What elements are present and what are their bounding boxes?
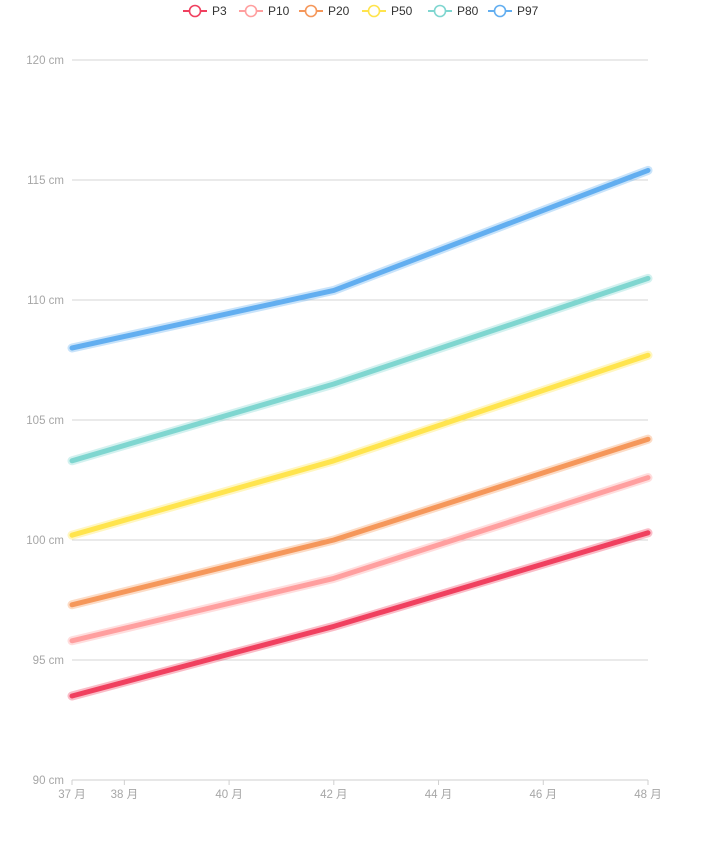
y-tick-label: 120 cm [26,55,64,67]
x-tick-label: 46 月 [530,789,558,801]
y-tick-label: 95 cm [33,655,64,667]
series-line-p10[interactable] [69,475,651,644]
legend-circle-icon [304,4,318,18]
y-tick-label: 115 cm [27,175,64,187]
axis-layer: 90 cm 95 cm 100 cm 105 cm 110 cm 115 cm 120 cm… [26,55,661,801]
series-p10[interactable] [67,473,653,646]
legend-label: P97 [517,4,539,18]
series-line-p97[interactable] [69,167,651,351]
legend-circle-icon [244,4,258,18]
x-tick-label: 48 月 [634,789,662,801]
legend-label: P80 [457,4,479,18]
legend-item-p10[interactable]: P10 [239,4,290,18]
legend-circle-icon [433,4,447,18]
series-p80[interactable] [67,273,653,466]
x-tick-label: 44 月 [425,789,453,801]
legend-label: P10 [268,4,290,18]
legend-label: P20 [328,4,350,18]
y-tick-label: 100 cm [26,535,64,547]
legend-circle-icon [188,4,202,18]
series-p97[interactable] [67,165,653,353]
x-tick-label: 42 月 [320,789,348,801]
series-line-p80[interactable] [69,275,651,464]
legend-item-p97[interactable]: P97 [488,4,539,18]
y-tick-label: 110 cm [27,295,64,307]
legend-label: P3 [212,4,227,18]
series-line-p50[interactable] [69,352,651,538]
legend-circle-icon [367,4,381,18]
series-layer [67,165,653,701]
y-tick-label: 105 cm [26,415,64,427]
x-tick-label: 37 月 [58,789,86,801]
x-tick-label: 40 月 [215,789,243,801]
series-p3[interactable] [67,528,653,701]
legend-item-p20[interactable]: P20 [299,4,350,18]
grid-layer [72,59,648,661]
series-line-p20[interactable] [69,436,651,608]
legend-circle-icon [493,4,507,18]
series-line-p3[interactable] [69,530,651,699]
series-glow-p20 [67,434,653,610]
y-tick-label: 90 cm [33,775,64,787]
legend-item-p80[interactable]: P80 [428,4,479,18]
x-tick-label: 38 月 [111,789,139,801]
series-glow-p97 [67,165,653,353]
legend-item-p50[interactable]: P50 [362,4,413,18]
legend[interactable]: P3 P10 P20 P50 P80 P97 [183,4,539,18]
legend-item-p3[interactable]: P3 [183,4,227,18]
legend-label: P50 [391,4,413,18]
series-p20[interactable] [67,434,653,610]
series-p50[interactable] [67,350,653,540]
